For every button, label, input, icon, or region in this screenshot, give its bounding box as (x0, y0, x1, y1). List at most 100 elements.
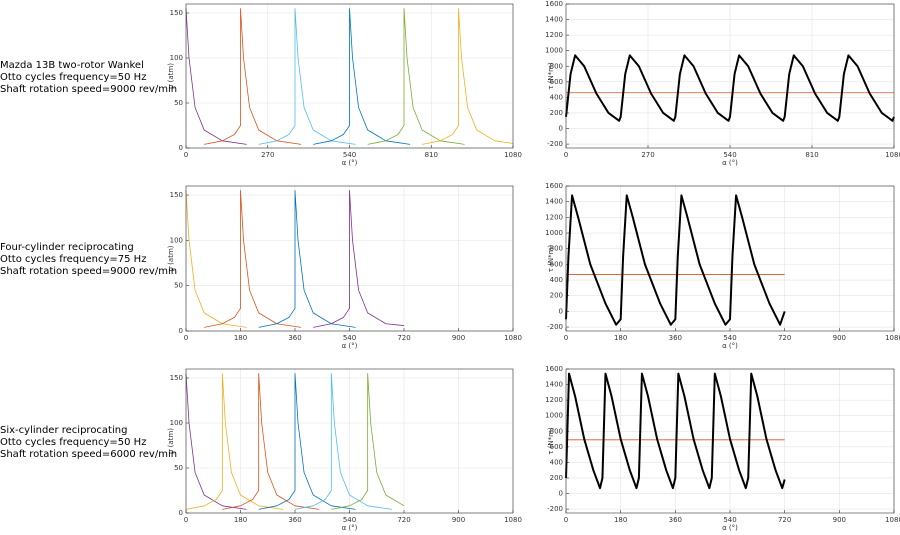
annotation: Shaft rotation speed=9000 rev/min (0, 266, 177, 277)
x-tick-label: 360 (288, 516, 301, 524)
x-tick-label: 0 (184, 334, 188, 342)
y-tick-label: 400 (550, 276, 563, 284)
y-tick-label: 800 (550, 245, 563, 253)
x-tick-label: 1080 (885, 334, 900, 342)
x-tick-label: 540 (343, 334, 356, 342)
x-tick-label: 360 (669, 334, 682, 342)
data-line (258, 8, 356, 145)
x-tick-label: 1080 (504, 151, 522, 159)
y-tick-label: 800 (550, 62, 563, 70)
annotation: Six-cylinder reciprocating (0, 425, 127, 436)
data-line (565, 194, 786, 326)
annotation: Otto cycles frequency=50 Hz (0, 72, 146, 83)
x-axis-label: α (°) (722, 159, 738, 167)
x-axis-label: α (°) (342, 524, 358, 532)
x-axis-label: α (°) (342, 159, 358, 167)
data-line (185, 8, 247, 145)
y-tick-label: -200 (547, 505, 563, 513)
y-tick-label: 600 (550, 260, 563, 268)
y-tick-label: 600 (550, 443, 563, 451)
data-line (185, 373, 283, 510)
axes-box (565, 3, 895, 149)
y-axis-label: p (atm) (167, 245, 175, 271)
x-tick-label: 540 (723, 151, 736, 159)
y-axis-label: p (atm) (167, 428, 175, 454)
y-tick-label: 150 (170, 374, 183, 382)
y-tick-label: -200 (547, 323, 563, 331)
x-tick-label: 900 (833, 516, 846, 524)
annotation: Shaft rotation speed=9000 rev/min (0, 84, 177, 95)
y-tick-label: 1000 (545, 47, 563, 55)
data-line (367, 8, 465, 145)
x-tick-label: 180 (614, 334, 627, 342)
y-tick-label: 0 (179, 327, 183, 335)
x-axis-label: α (°) (342, 342, 358, 350)
x-tick-label: 1080 (885, 151, 900, 159)
y-tick-label: 200 (550, 109, 563, 117)
y-tick-label: 1600 (545, 182, 563, 190)
data-line (313, 190, 405, 328)
y-tick-label: 1600 (545, 365, 563, 373)
y-tick-label: 150 (170, 191, 183, 199)
y-tick-label: 400 (550, 458, 563, 466)
x-tick-label: 1080 (885, 516, 900, 524)
x-tick-label: 900 (833, 334, 846, 342)
data-line (313, 8, 411, 145)
y-tick-label: 1200 (545, 31, 563, 39)
data-line (422, 8, 514, 145)
y-tick-label: 0 (559, 307, 563, 315)
y-tick-label: 800 (550, 427, 563, 435)
data-line (565, 372, 786, 490)
axes-box (185, 3, 514, 149)
data-line (331, 373, 405, 510)
y-tick-label: 1000 (545, 412, 563, 420)
data-line (204, 8, 302, 145)
x-tick-label: 540 (723, 516, 736, 524)
data-line (258, 190, 356, 328)
y-tick-label: 0 (559, 490, 563, 498)
axes-box (565, 185, 895, 332)
x-tick-label: 180 (234, 516, 247, 524)
x-tick-label: 720 (778, 516, 791, 524)
y-tick-label: 1400 (545, 198, 563, 206)
annotation: Four-cylinder reciprocating (0, 242, 134, 253)
annotation: Otto cycles frequency=50 Hz (0, 437, 146, 448)
x-tick-label: 0 (184, 151, 188, 159)
y-tick-label: 150 (170, 9, 183, 17)
x-tick-label: 810 (805, 151, 818, 159)
y-tick-label: 100 (170, 236, 183, 244)
y-axis-label: τ (N*m) (547, 427, 555, 455)
y-tick-label: 0 (179, 509, 183, 517)
x-tick-label: 900 (452, 516, 465, 524)
x-tick-label: 540 (343, 516, 356, 524)
x-tick-label: 540 (723, 334, 736, 342)
y-tick-label: 1400 (545, 16, 563, 24)
y-tick-label: 50 (174, 99, 183, 107)
y-tick-label: 200 (550, 474, 563, 482)
axes-box (185, 368, 514, 514)
annotation: Otto cycles frequency=75 Hz (0, 254, 146, 265)
x-tick-label: 0 (184, 516, 188, 524)
y-axis-label: τ (N*m) (547, 62, 555, 90)
data-line (258, 373, 356, 510)
y-tick-label: 100 (170, 54, 183, 62)
x-tick-label: 360 (669, 516, 682, 524)
x-tick-label: 900 (452, 334, 465, 342)
x-tick-label: 180 (614, 516, 627, 524)
y-tick-label: 1200 (545, 213, 563, 221)
x-tick-label: 720 (397, 516, 410, 524)
x-axis-label: α (°) (722, 524, 738, 532)
data-line (294, 373, 392, 510)
annotation: Mazda 13B two-rotor Wankel (0, 60, 144, 71)
axes-box (565, 368, 895, 514)
data-line (222, 373, 320, 510)
x-tick-label: 0 (564, 334, 568, 342)
annotation: Shaft rotation speed=6000 rev/min (0, 449, 177, 460)
data-line (185, 373, 247, 510)
y-tick-label: 1600 (545, 0, 563, 8)
data-line (204, 190, 302, 328)
y-tick-label: 600 (550, 78, 563, 86)
data-line (565, 54, 895, 122)
